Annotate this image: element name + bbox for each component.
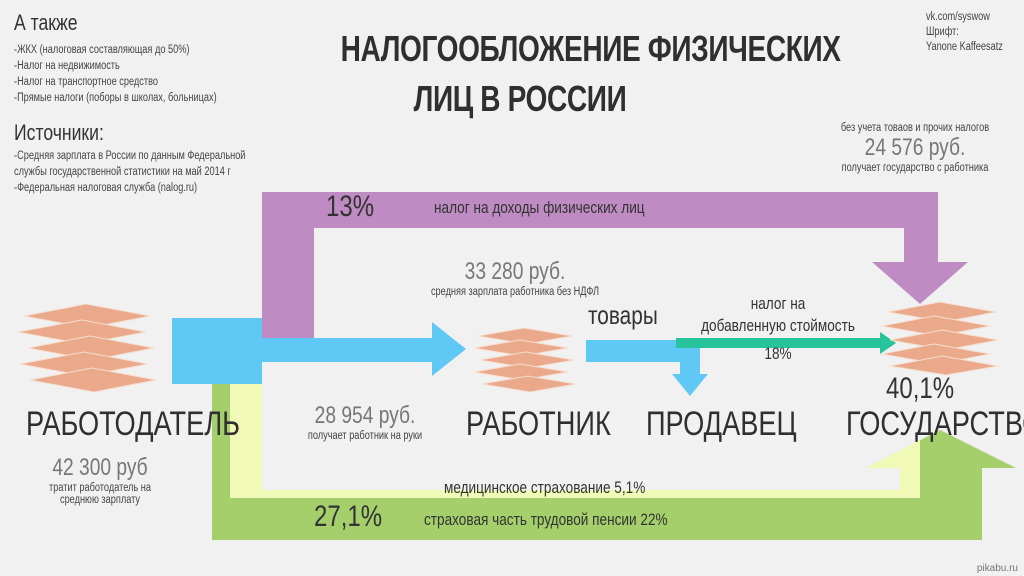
list-item: -Налог на транспортное средство — [14, 76, 159, 88]
credit: vk.com/syswow Шрифт: Yanone Kaffeesatz — [926, 10, 1003, 55]
pension-insurance-label: страховая часть трудовой пенсии 22% — [424, 510, 668, 529]
income-tax-arrow — [262, 192, 968, 340]
credit-font-name: Yanone Kaffeesatz — [926, 41, 1003, 53]
vat-percent: 18% — [764, 344, 792, 363]
income-tax-percent: 13% — [326, 190, 375, 223]
vat-arrow — [676, 332, 896, 354]
salary-arrow — [172, 318, 466, 384]
net-amount: 28 954 руб. — [314, 402, 416, 429]
also-title: А также — [14, 10, 78, 35]
employer-desc-1: тратит работодатель на — [49, 482, 151, 494]
state-total-note-1: без учета товаов и прочих налогов — [840, 122, 990, 134]
vat-line-2: добавленную стоймость — [701, 316, 855, 335]
title-line-1: НАЛОГООБЛОЖЕНИЕ ФИЗИЧЕСКИХ — [340, 28, 841, 69]
list-item: -Федеральная налоговая служба (nalog.ru) — [14, 182, 198, 194]
salary-amount: 33 280 руб. — [464, 258, 566, 285]
state-percent: 40,1% — [886, 372, 955, 405]
seller-label: ПРОДАВЕЦ — [646, 405, 797, 443]
employer-money-stack-icon — [17, 303, 157, 393]
sources-list: -Средняя зарплата в России по данным Фед… — [14, 148, 245, 196]
employer-amount: 42 300 руб — [52, 454, 148, 481]
state-money-stack-icon — [881, 301, 999, 376]
list-item: -Прямые налоги (поборы в школах, больниц… — [14, 92, 217, 104]
list-item: -Налог на недвижимость — [14, 60, 120, 72]
salary-desc: средняя зарплата работника без НДФЛ — [430, 286, 600, 298]
state-total-block: без учета товаов и прочих налогов 24 576… — [790, 122, 1024, 174]
list-item: -Средняя зарплата в России по данным Фед… — [14, 150, 246, 162]
goods-arrow — [586, 340, 708, 396]
medical-insurance-label: медицинское страхование 5,1% — [444, 478, 646, 497]
vat-line-1: налог на — [750, 294, 806, 313]
list-item: службы государственной статистики на май… — [14, 166, 231, 178]
also-list: -ЖКХ (налоговая составляющая до 50%) -На… — [14, 42, 217, 106]
employer-desc-2: среднюю зарплату — [59, 494, 141, 506]
watermark: pikabu.ru — [976, 563, 1018, 574]
income-tax-label: налог на доходы физических лиц — [434, 198, 645, 217]
employer-label: РАБОТОДАТЕЛЬ — [26, 405, 241, 443]
worker-money-stack-icon — [473, 327, 577, 393]
title-line-2: ЛИЦ В РОССИИ — [413, 78, 627, 119]
state-total-amount: 24 576 руб. — [864, 134, 966, 161]
list-item: -ЖКХ (налоговая составляющая до 50%) — [14, 44, 190, 56]
social-percent: 27,1% — [314, 500, 383, 533]
net-desc: получает работник на руки — [307, 430, 423, 442]
worker-label: РАБОТНИК — [466, 405, 611, 443]
page-title: НАЛОГООБЛОЖЕНИЕ ФИЗИЧЕСКИХ ЛИЦ В РОССИИ — [290, 24, 841, 124]
state-label: ГОСУДАРСТВО — [846, 405, 1024, 443]
goods-label: товары — [588, 300, 658, 330]
vat-block: налог на добавленную стоймость 18% — [680, 294, 876, 364]
credit-link: vk.com/syswow — [926, 11, 990, 23]
net-block: 28 954 руб. получает работник на руки — [270, 402, 460, 442]
state-total-note-2: получает государство с работника — [841, 162, 989, 174]
sources-title: Источники: — [14, 120, 104, 145]
credit-font-label: Шрифт: — [926, 26, 959, 38]
employer-block: 42 300 руб тратит работодатель на средню… — [0, 454, 200, 506]
salary-block: 33 280 руб. средняя зарплата работника б… — [400, 258, 630, 298]
